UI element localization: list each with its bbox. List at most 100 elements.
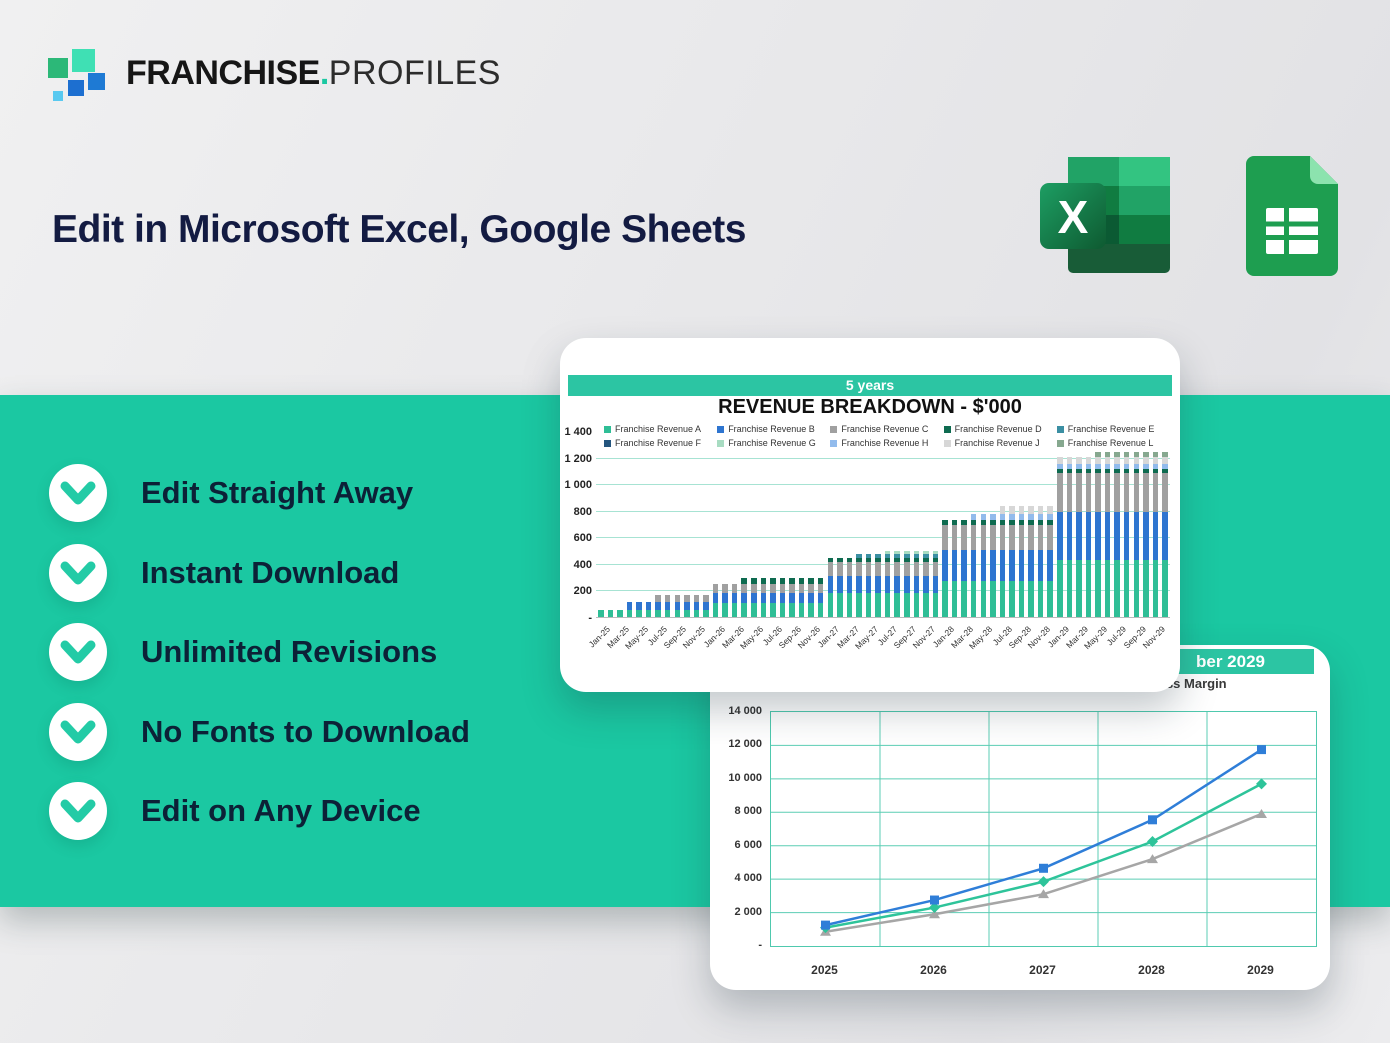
bar-segment	[856, 593, 862, 618]
bar-month-22	[806, 578, 816, 618]
bar-segment	[684, 594, 690, 603]
bar-segment	[684, 610, 690, 618]
bar-segment	[1114, 473, 1120, 512]
legend-item: Franchise Revenue H	[830, 436, 943, 450]
bar-segment	[1085, 468, 1092, 474]
bar-month-48	[1055, 456, 1065, 618]
logo-squares-icon	[46, 44, 112, 102]
bar-segment	[1162, 463, 1168, 469]
bar-segment	[779, 584, 786, 594]
bar-segment	[1037, 550, 1044, 582]
bar-segment	[1123, 463, 1130, 469]
bar-segment	[1104, 559, 1111, 618]
bar-month-25	[835, 557, 845, 618]
bar-segment	[1162, 559, 1168, 618]
feature-item: No Fonts to Download	[49, 702, 470, 761]
legend-label: Franchise Revenue G	[728, 438, 816, 448]
bar-segment	[655, 610, 661, 618]
bar-month-9	[682, 594, 692, 618]
bar-segment	[913, 593, 920, 618]
legend-item: Franchise Revenue E	[1056, 422, 1170, 436]
bar-month-21	[797, 578, 807, 618]
logo-square-blue-center	[68, 80, 84, 96]
bar-segment	[846, 593, 853, 618]
bar-month-13	[720, 584, 730, 618]
bar-segment	[865, 562, 872, 577]
bar-segment	[923, 550, 929, 555]
bar-segment	[913, 550, 920, 555]
bar-segment	[942, 581, 948, 618]
legend-label: Franchise Revenue B	[728, 424, 815, 434]
bar-segment	[655, 594, 661, 603]
bar-segment	[751, 584, 757, 594]
bar-segment	[923, 562, 929, 577]
bar-month-39	[969, 514, 979, 618]
bar-segment	[904, 550, 910, 555]
bar-month-59	[1160, 451, 1170, 618]
bar-month-30	[883, 550, 893, 618]
bar-segment	[817, 584, 824, 594]
bar-segment	[751, 578, 757, 585]
bar-segment	[856, 554, 862, 558]
bar-segment	[894, 576, 900, 594]
bar-segment	[789, 593, 795, 604]
bar-segment	[1076, 511, 1082, 560]
bar-segment	[798, 584, 805, 594]
bar-segment	[1123, 559, 1130, 618]
bar-segment	[1095, 451, 1101, 457]
bar-segment	[951, 519, 958, 526]
bar-month-52	[1093, 451, 1103, 618]
bar-month-47	[1045, 506, 1055, 618]
y-axis-tick-label: 200	[573, 585, 592, 598]
bar-segment	[884, 576, 891, 594]
legend-swatch-icon	[717, 425, 725, 433]
bar-month-2	[615, 610, 625, 618]
y-axis-tick-label: 2 000	[734, 905, 762, 918]
bar-segment	[1018, 550, 1025, 582]
bar-segment	[961, 525, 967, 551]
bar-month-0	[596, 610, 606, 618]
bar-month-49	[1065, 456, 1075, 618]
bar-segment	[645, 610, 652, 618]
y-axis-tick-label: 8 000	[734, 805, 762, 818]
bar-segment	[884, 593, 891, 618]
bar-segment	[684, 602, 690, 611]
hero-heading: Edit in Microsoft Excel, Google Sheets	[52, 208, 746, 251]
bar-segment	[770, 584, 776, 594]
feature-label: Instant Download	[141, 554, 400, 590]
gridline	[596, 590, 1170, 592]
bar-segment	[942, 550, 948, 582]
bar-segment	[1114, 456, 1120, 464]
bar-segment	[846, 562, 853, 577]
bar-segment	[1152, 473, 1159, 512]
bar-segment	[970, 514, 977, 520]
bar-month-45	[1026, 506, 1036, 618]
bar-segment	[1114, 451, 1120, 457]
legend-swatch-icon	[1056, 439, 1064, 447]
bar-segment	[894, 562, 900, 577]
bar-segment	[808, 584, 814, 594]
x-axis-tick-label: 2029	[1247, 963, 1274, 977]
y-axis-tick-label: 12 000	[728, 738, 762, 751]
bar-segment	[1143, 463, 1149, 469]
bar-segment	[817, 603, 824, 618]
bar-segment	[1066, 468, 1073, 474]
bar-segment	[1133, 456, 1140, 464]
bar-segment	[894, 593, 900, 618]
chart1-header-bar: 5 years	[568, 375, 1172, 396]
bar-segment	[731, 593, 738, 604]
bar-segment	[1152, 463, 1159, 469]
legend-swatch-icon	[943, 439, 951, 447]
bar-segment	[722, 584, 728, 594]
bar-segment	[846, 557, 853, 563]
chevron-down-circle-icon	[49, 702, 107, 761]
legend-item: Franchise Revenue L	[1056, 436, 1170, 450]
legend-label: Franchise Revenue E	[1067, 424, 1155, 434]
bar-segment	[875, 562, 881, 577]
y-axis-tick-label: 1 000	[564, 479, 592, 492]
legend-label: Franchise Revenue H	[841, 438, 929, 448]
bar-month-33	[912, 550, 922, 618]
bar-segment	[1047, 514, 1053, 520]
excel-icon: X	[1040, 155, 1170, 280]
bar-segment	[1123, 456, 1130, 464]
